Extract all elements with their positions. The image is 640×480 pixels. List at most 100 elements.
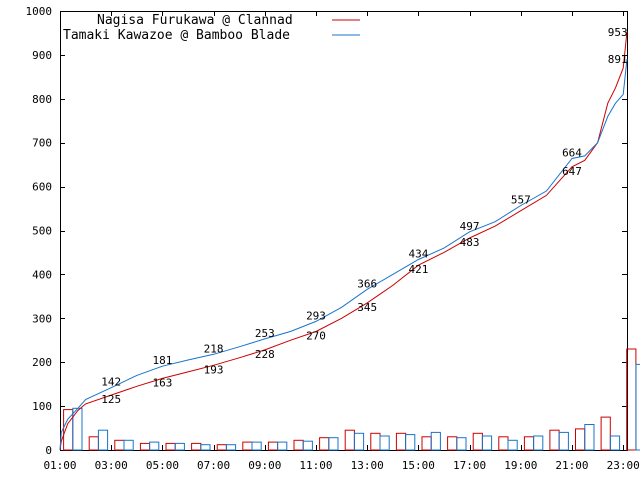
hourly-bar-1 <box>97 429 109 451</box>
legend: Nagisa Furukawa @ Clannad Tamaki Kawazoe… <box>63 13 360 43</box>
hourly-bar-0 <box>88 436 99 451</box>
data-labels: 125 163 193 228 270 345 421 483 647 953 142 181 218 2… <box>101 26 627 406</box>
x-tick-label: 01:00 <box>43 459 76 472</box>
data-label: 483 <box>460 236 480 249</box>
cumulative-line-1 <box>59 58 628 451</box>
data-label: 125 <box>101 393 121 406</box>
data-label: 891 <box>608 53 628 66</box>
data-label: 293 <box>306 309 326 322</box>
y-tick-label: 400 <box>32 268 52 281</box>
hourly-bar-1 <box>353 432 365 451</box>
hourly-bar-0 <box>242 441 253 451</box>
x-tick-label: 03:00 <box>95 459 128 472</box>
data-label: 664 <box>562 147 582 160</box>
data-label: 647 <box>562 165 582 178</box>
hourly-bar-1 <box>302 440 313 451</box>
hourly-bar-1 <box>225 444 237 451</box>
hourly-bar-1 <box>481 435 493 451</box>
x-axis: 01:00 03:00 05:00 07:00 09:00 11:00 13:00 15:00… <box>43 11 640 472</box>
hourly-bars <box>63 348 640 451</box>
x-tick-label: 19:00 <box>504 459 537 472</box>
hourly-bar-0 <box>395 432 407 451</box>
y-axis: 0 100 200 300 400 500 600 700 800 900 1000 <box>26 5 627 457</box>
hourly-bar-1 <box>123 439 134 451</box>
hourly-bar-1 <box>456 437 467 451</box>
hourly-bar-1 <box>558 431 569 451</box>
data-label: 434 <box>408 248 428 261</box>
hourly-bar-0 <box>472 432 483 451</box>
hourly-bar-1 <box>405 434 416 451</box>
x-tick-label: 09:00 <box>248 459 281 472</box>
cumulative-lines <box>59 31 628 451</box>
hourly-bar-0 <box>114 439 125 451</box>
data-label: 193 <box>204 363 224 376</box>
hourly-bar-0 <box>498 436 509 451</box>
data-label: 142 <box>101 376 121 389</box>
hourly-bar-1 <box>609 435 621 451</box>
cumulative-line-0 <box>59 31 628 451</box>
hourly-bar-1 <box>635 363 640 451</box>
y-tick-label: 700 <box>32 137 52 150</box>
x-tick-label: 05:00 <box>146 459 179 472</box>
data-label: 557 <box>511 194 531 207</box>
x-tick-label: 07:00 <box>197 459 230 472</box>
data-label: 421 <box>408 263 428 276</box>
plot-frame <box>60 11 628 451</box>
hourly-bar-0 <box>319 437 330 451</box>
x-tick-label: 21:00 <box>555 459 588 472</box>
hourly-bar-0 <box>370 432 381 451</box>
data-label: 228 <box>255 348 275 361</box>
x-tick-label: 17:00 <box>453 459 486 472</box>
y-tick-label: 800 <box>32 93 52 106</box>
hourly-bar-1 <box>533 435 544 451</box>
hourly-bar-1 <box>277 441 288 451</box>
data-label: 270 <box>306 330 326 343</box>
hourly-bar-0 <box>139 442 151 451</box>
hourly-bar-0 <box>216 444 227 451</box>
hourly-bar-1 <box>507 439 518 451</box>
data-label: 253 <box>255 327 275 340</box>
hourly-bar-0 <box>267 441 279 451</box>
hourly-bar-0 <box>600 416 611 451</box>
hourly-bar-1 <box>584 424 595 451</box>
hourly-bar-0 <box>165 442 176 451</box>
hourly-bar-1 <box>430 431 441 451</box>
x-tick-label: 15:00 <box>402 459 435 472</box>
y-tick-label: 200 <box>32 356 52 369</box>
y-tick-label: 1000 <box>26 5 53 18</box>
data-label: 181 <box>152 354 172 367</box>
data-label: 366 <box>357 277 377 290</box>
y-tick-label: 300 <box>32 312 52 325</box>
hourly-bar-0 <box>191 442 202 451</box>
y-tick-label: 600 <box>32 181 52 194</box>
y-tick-label: 900 <box>32 49 52 62</box>
x-tick-label: 23:00 <box>607 459 640 472</box>
data-label: 163 <box>152 376 172 389</box>
hourly-bar-1 <box>200 444 211 451</box>
y-tick-label: 100 <box>32 400 52 413</box>
x-tick-label: 11:00 <box>299 459 332 472</box>
hourly-bar-0 <box>626 348 637 451</box>
data-label: 953 <box>608 26 628 39</box>
hourly-bar-1 <box>174 442 185 451</box>
hourly-bar-1 <box>149 441 160 451</box>
legend-label-0: Nagisa Furukawa @ Clannad <box>97 13 293 28</box>
hourly-bar-0 <box>344 429 355 451</box>
data-label: 345 <box>357 301 377 314</box>
hourly-bar-0 <box>523 436 535 451</box>
y-tick-label: 0 <box>45 444 52 457</box>
hourly-bar-0 <box>549 429 560 451</box>
y-tick-label: 500 <box>32 225 52 238</box>
hourly-bar-0 <box>421 436 432 451</box>
hourly-bar-0 <box>447 436 458 451</box>
legend-label-1: Tamaki Kawazoe @ Bamboo Blade <box>63 28 290 43</box>
hourly-bar-1 <box>379 435 390 451</box>
hourly-bar-0 <box>293 439 304 451</box>
hourly-bar-0 <box>575 428 586 451</box>
hourly-bar-1 <box>328 437 339 451</box>
data-label: 497 <box>460 220 480 233</box>
data-label: 218 <box>204 342 224 355</box>
x-tick-label: 13:00 <box>351 459 384 472</box>
hourly-bar-1 <box>251 441 262 451</box>
